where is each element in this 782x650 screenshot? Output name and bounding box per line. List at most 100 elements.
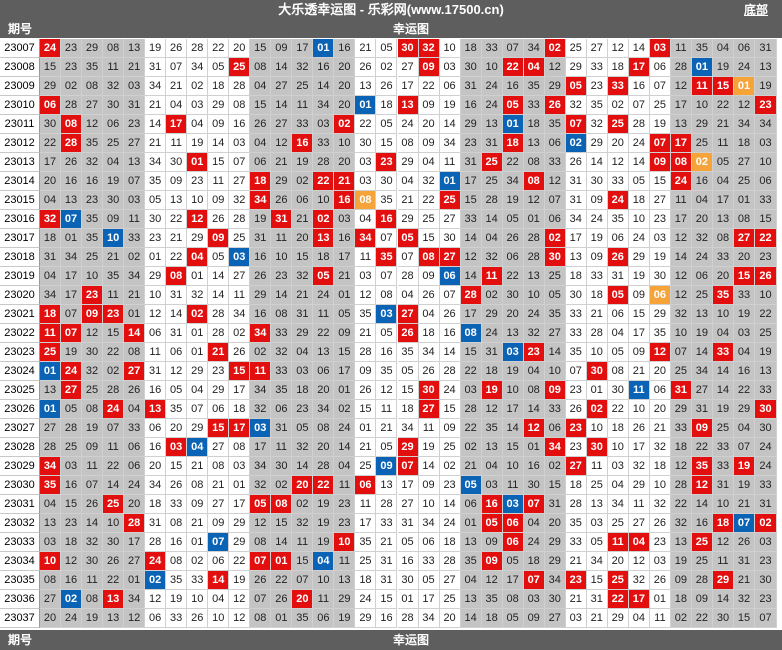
number-cell: 12 (607, 153, 629, 172)
number-cell: 07 (523, 495, 545, 514)
number-cell: 23 (271, 267, 293, 286)
number-cell: 16 (733, 362, 755, 381)
number-cell: 31 (271, 210, 293, 229)
number-cell: 25 (103, 134, 125, 153)
number-cell: 28 (481, 191, 503, 210)
number-cell: 25 (229, 229, 251, 248)
number-cell: 27 (208, 438, 230, 457)
number-cell: 11 (124, 210, 146, 229)
number-cell: 31 (481, 343, 503, 362)
number-cell: 20 (292, 476, 314, 495)
number-cell: 26 (229, 343, 251, 362)
number-cell: 11 (103, 58, 125, 77)
number-cell: 05 (628, 172, 650, 191)
number-cell: 05 (544, 286, 566, 305)
number-cell: 06 (250, 153, 272, 172)
table-row: 23013 17 26 32 04 13 34 30 01 15 07 06 21 19 28 20 03 23 2… (0, 153, 782, 172)
number-cell: 29 (397, 438, 419, 457)
number-cell: 13 (313, 343, 335, 362)
number-cell: 03 (229, 248, 251, 267)
number-cell: 18 (565, 267, 587, 286)
number-cell: 12 (82, 324, 104, 343)
number-cell: 28 (208, 324, 230, 343)
number-cell: 15 (292, 248, 314, 267)
number-cell: 01 (733, 191, 755, 210)
number-cell: 05 (481, 514, 503, 533)
table-row: 23014 20 16 16 19 07 35 09 23 11 27 18 29 02 22 21 03 30 0… (0, 172, 782, 191)
number-cell: 12 (733, 96, 755, 115)
number-cell: 22 (712, 96, 734, 115)
number-cell: 08 (460, 324, 482, 343)
number-cell: 09 (691, 419, 713, 438)
number-cell: 18 (502, 134, 524, 153)
number-cell: 02 (607, 96, 629, 115)
number-cell: 03 (523, 590, 545, 609)
number-cell: 13 (523, 134, 545, 153)
number-cell: 32 (733, 590, 755, 609)
number-cell: 31 (755, 39, 778, 58)
number-cell: 06 (124, 438, 146, 457)
number-cell: 20 (145, 457, 167, 476)
number-cell: 03 (502, 343, 524, 362)
number-cell: 13 (145, 400, 167, 419)
number-cell: 25 (607, 514, 629, 533)
number-cell: 03 (439, 58, 461, 77)
title-bar: 大乐透幸运图 - 乐彩网(www.17500.cn) 底部 (0, 0, 782, 20)
number-cell: 27 (439, 210, 461, 229)
number-cell: 23 (103, 305, 125, 324)
number-cell: 34 (61, 248, 83, 267)
number-cell: 10 (313, 191, 335, 210)
number-cell: 33 (755, 191, 778, 210)
number-cell: 02 (292, 172, 314, 191)
number-cell: 06 (460, 495, 482, 514)
number-cell: 15 (229, 362, 251, 381)
number-cell: 15 (334, 343, 356, 362)
number-cell: 07 (670, 343, 692, 362)
period-cell: 23037 (0, 609, 40, 628)
number-cell: 21 (334, 267, 356, 286)
number-cell: 15 (40, 58, 61, 77)
number-cell: 25 (691, 552, 713, 571)
number-cell: 13 (355, 77, 377, 96)
number-cell: 25 (544, 267, 566, 286)
period-cell: 23036 (0, 590, 40, 609)
period-cell: 23026 (0, 400, 40, 419)
number-cell: 30 (544, 248, 566, 267)
number-cell: 06 (313, 362, 335, 381)
number-cell: 08 (376, 286, 398, 305)
period-cell: 23023 (0, 343, 40, 362)
number-cell: 02 (586, 400, 608, 419)
number-cell: 09 (586, 191, 608, 210)
number-cell: 17 (334, 248, 356, 267)
number-cell: 11 (712, 552, 734, 571)
number-cell: 27 (124, 134, 146, 153)
number-cell: 32 (103, 77, 125, 96)
number-cell: 26 (439, 305, 461, 324)
bottom-link[interactable]: 底部 (743, 3, 768, 17)
number-cell: 06 (502, 514, 524, 533)
number-cell: 06 (145, 419, 167, 438)
number-cell: 26 (103, 552, 125, 571)
number-cell: 22 (40, 134, 61, 153)
number-cell: 33 (187, 571, 209, 590)
number-cell: 16 (334, 39, 356, 58)
number-cell: 13 (481, 438, 503, 457)
number-cell: 34 (418, 609, 440, 628)
period-cell: 23022 (0, 324, 40, 343)
number-cell: 33 (565, 324, 587, 343)
number-cell: 32 (229, 191, 251, 210)
number-cell: 17 (292, 39, 314, 58)
number-cell: 01 (691, 58, 713, 77)
number-cell: 11 (40, 324, 61, 343)
number-cell: 21 (292, 210, 314, 229)
number-cell: 32 (565, 96, 587, 115)
number-cell: 16 (481, 495, 503, 514)
number-cell: 06 (166, 343, 188, 362)
number-cell: 32 (418, 39, 440, 58)
number-cell: 26 (565, 400, 587, 419)
period-cell: 23035 (0, 571, 40, 590)
number-cell: 15 (397, 381, 419, 400)
number-cell: 30 (755, 400, 778, 419)
number-cell: 27 (40, 419, 61, 438)
number-cell: 03 (40, 533, 61, 552)
